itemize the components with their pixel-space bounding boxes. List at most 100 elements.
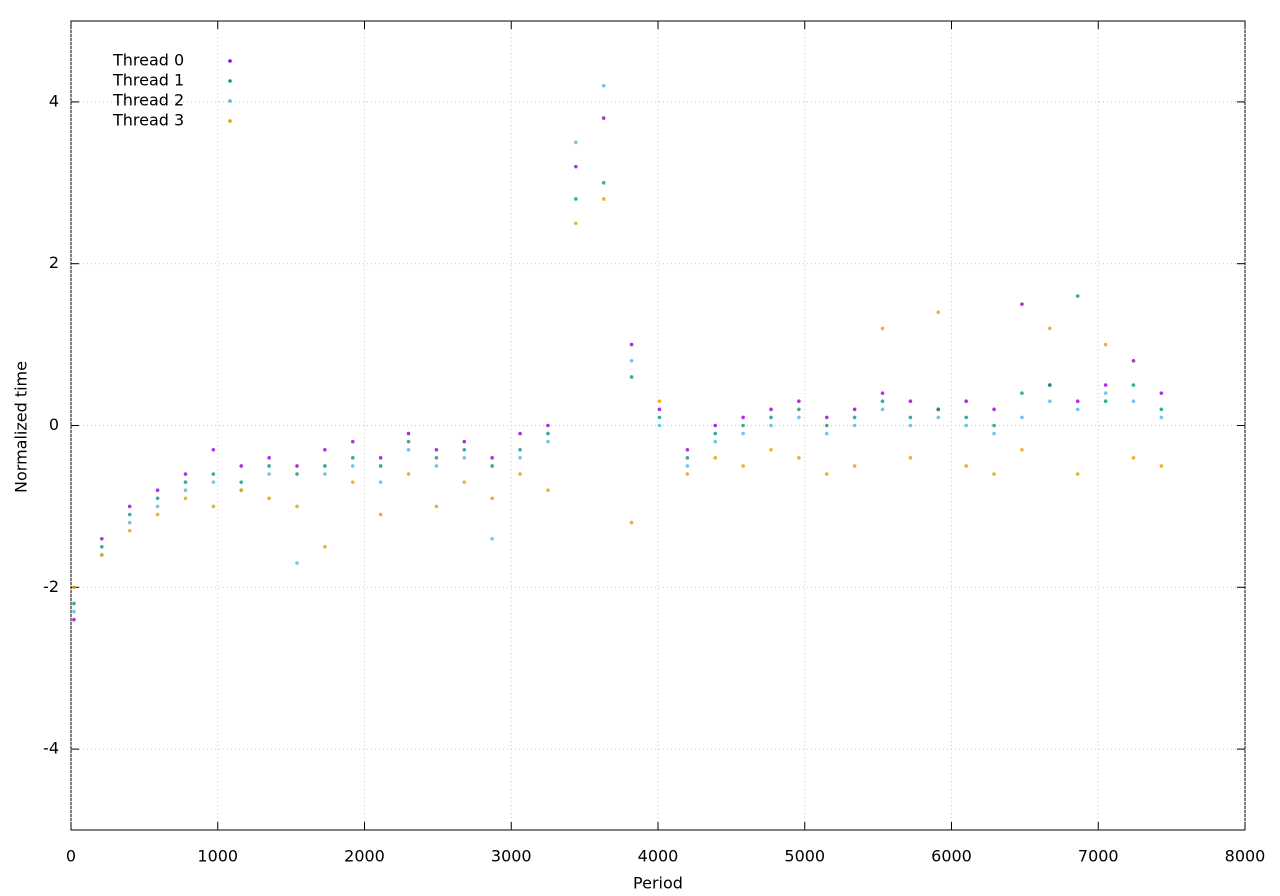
data-point — [1159, 407, 1164, 412]
data-point — [406, 447, 411, 452]
data-point — [546, 431, 550, 436]
data-point — [685, 447, 690, 452]
data-point — [267, 464, 271, 468]
y-tick-label: 2 — [49, 253, 59, 272]
data-point — [100, 536, 104, 541]
data-point — [852, 423, 857, 428]
data-point — [713, 439, 718, 444]
x-tick-label: 1000 — [197, 847, 238, 866]
data-point — [183, 488, 188, 493]
data-point — [211, 480, 216, 484]
data-point — [741, 464, 745, 468]
x-tick-label: 4000 — [638, 847, 679, 866]
data-point — [1159, 415, 1164, 420]
legend-label: Thread 3 — [112, 111, 184, 130]
data-point — [1103, 342, 1108, 347]
data-point — [100, 545, 104, 549]
data-point — [295, 472, 299, 476]
data-point — [685, 464, 690, 468]
data-point — [155, 488, 160, 493]
data-point — [824, 472, 829, 476]
data-point — [100, 553, 104, 557]
data-point — [1131, 456, 1136, 460]
data-point — [211, 504, 216, 509]
data-point — [546, 423, 550, 428]
data-point — [490, 464, 494, 468]
data-point — [769, 415, 773, 420]
y-axis-label: Normalized time — [12, 361, 31, 493]
x-tick-label: 6000 — [931, 847, 972, 866]
x-tick-label: 8000 — [1225, 847, 1266, 866]
data-point — [741, 423, 745, 428]
legend-marker — [228, 119, 232, 123]
data-point — [434, 456, 439, 460]
data-point — [546, 439, 550, 444]
data-point — [1075, 472, 1080, 476]
data-point — [323, 464, 327, 468]
data-point — [1131, 358, 1136, 363]
legend-marker — [228, 99, 232, 103]
data-point — [378, 464, 383, 468]
data-point — [1075, 399, 1080, 404]
data-point — [1103, 399, 1108, 404]
data-point — [657, 407, 662, 412]
data-point — [546, 488, 550, 493]
x-axis-label: Period — [633, 874, 683, 893]
data-point — [992, 423, 996, 428]
data-point — [350, 439, 355, 444]
data-point — [1048, 326, 1052, 331]
data-point — [350, 464, 355, 468]
data-point — [769, 447, 773, 452]
data-point — [657, 415, 662, 420]
data-point — [378, 456, 383, 460]
data-point — [574, 221, 578, 226]
data-point — [350, 480, 355, 484]
data-point — [629, 358, 634, 363]
data-point — [406, 439, 411, 444]
y-tick-label: 0 — [49, 415, 59, 434]
data-point — [267, 472, 271, 476]
data-point — [406, 472, 411, 476]
data-point — [378, 480, 383, 484]
data-point — [852, 407, 857, 412]
data-point — [1131, 383, 1136, 387]
data-point — [852, 464, 857, 468]
data-point — [378, 512, 383, 517]
data-point — [183, 480, 188, 484]
data-point — [601, 181, 606, 185]
data-point — [769, 407, 773, 412]
data-point — [462, 447, 467, 452]
data-point — [1075, 294, 1080, 298]
x-tick-label: 0 — [66, 847, 76, 866]
data-point — [908, 415, 913, 420]
data-point — [72, 609, 76, 614]
data-point — [992, 431, 996, 436]
data-point — [267, 496, 271, 501]
data-point — [183, 472, 188, 476]
data-point — [323, 472, 327, 476]
data-point — [462, 480, 467, 484]
data-point — [295, 464, 299, 468]
data-point — [713, 431, 718, 436]
data-point — [490, 536, 494, 541]
legend-label: Thread 2 — [112, 91, 184, 110]
legend-marker — [228, 79, 232, 83]
data-point — [518, 431, 522, 436]
data-point — [824, 423, 829, 428]
data-point — [518, 447, 522, 452]
data-point — [1075, 407, 1080, 412]
data-point — [1020, 302, 1024, 306]
data-point — [685, 456, 690, 460]
data-point — [964, 464, 968, 468]
data-point — [769, 423, 773, 428]
data-point — [601, 83, 606, 88]
data-point — [490, 456, 494, 460]
data-point — [574, 140, 578, 145]
data-point — [211, 472, 216, 476]
y-tick-label: -4 — [43, 739, 59, 758]
data-point — [239, 464, 244, 468]
data-point — [741, 415, 745, 420]
data-point — [601, 116, 606, 120]
data-point — [462, 439, 467, 444]
